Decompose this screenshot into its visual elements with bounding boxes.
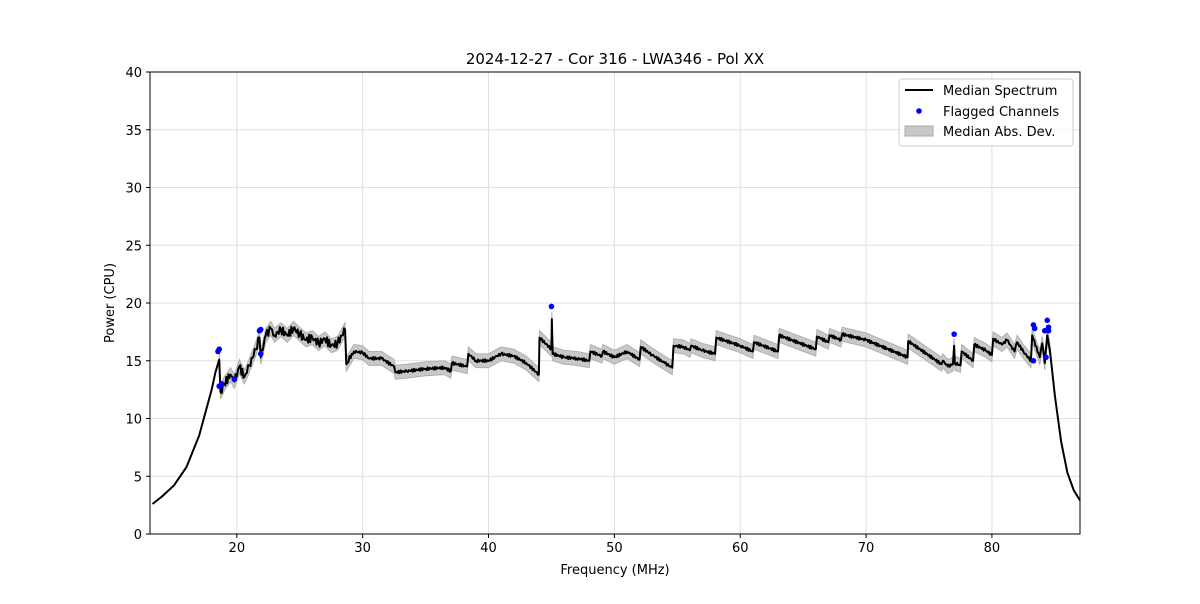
y-tick-label: 35 (125, 124, 142, 139)
legend-mad-swatch (904, 125, 934, 137)
y-tick-label: 20 (125, 297, 142, 312)
y-tick-label: 5 (134, 470, 142, 485)
grid (150, 71, 1080, 535)
x-tick-label: 40 (480, 541, 497, 556)
chart-title: 2024-12-27 - Cor 316 - LWA346 - Pol XX (466, 50, 764, 68)
legend-flagged-label: Flagged Channels (943, 105, 1059, 120)
x-tick-label: 30 (354, 541, 371, 556)
legend: Median Spectrum Flagged Channels Median … (898, 78, 1074, 147)
median-line (151, 318, 1081, 505)
flagged-channel-point (231, 376, 238, 383)
flagged-channel-point (257, 326, 264, 333)
flagged-channel-point (1031, 325, 1038, 332)
y-tick-label: 40 (125, 66, 142, 81)
flagged-channel-point (1045, 327, 1052, 334)
legend-median-label: Median Spectrum (943, 84, 1057, 99)
legend-mad-label: Median Abs. Dev. (943, 125, 1055, 140)
y-tick-label: 10 (125, 413, 142, 428)
median-spectrum-line (151, 318, 1081, 505)
flagged-channel-point (1030, 357, 1037, 364)
x-tick-label: 70 (858, 541, 875, 556)
flagged-channel-point (218, 381, 225, 387)
y-tick-label: 15 (125, 355, 142, 370)
y-tick-label: 25 (125, 239, 142, 254)
x-axis-label: Frequency (MHz) (560, 563, 669, 578)
y-tick-label: 30 (125, 182, 142, 197)
flagged-points (215, 303, 1052, 389)
flagged-channel-point (216, 346, 223, 353)
flagged-channel-point (257, 351, 264, 357)
y-axis-label: Power (CPU) (103, 263, 118, 343)
x-tick-label: 50 (606, 541, 623, 556)
legend-box (898, 78, 1074, 147)
legend-flagged-swatch (916, 108, 922, 114)
x-tick-label: 80 (984, 541, 1001, 556)
flagged-channel-point (951, 331, 957, 337)
y-tick-label: 0 (134, 528, 142, 543)
x-tick-label: 20 (229, 541, 246, 556)
x-tick-label: 60 (732, 541, 749, 556)
flagged-channel-point (548, 303, 555, 310)
flagged-channel-point (1044, 317, 1051, 324)
axis-ticks: 20 30 40 50 60 70 80 0 5 10 15 20 25 30 35 40 (125, 66, 1000, 556)
flagged-channel-point (1043, 354, 1049, 361)
